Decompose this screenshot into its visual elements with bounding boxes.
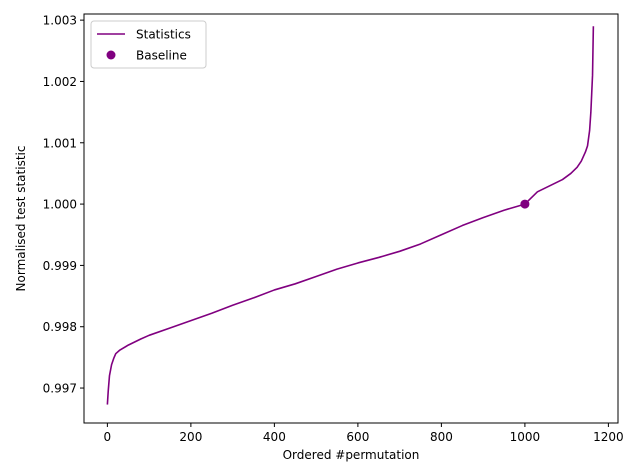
- y-tick-label: 0.997: [43, 382, 77, 396]
- y-tick-label: 1.001: [43, 136, 77, 150]
- y-axis: 0.997 0.998 0.999 1.000 1.001 1.002 1.003: [43, 14, 84, 396]
- legend-label-baseline: Baseline: [136, 49, 187, 63]
- x-tick-label: 400: [263, 430, 286, 444]
- y-tick-label: 0.998: [43, 320, 77, 334]
- legend-label-statistics: Statistics: [136, 28, 191, 42]
- y-tick-label: 1.002: [43, 75, 77, 89]
- baseline-series: [520, 199, 530, 209]
- series-line-statistics: [106, 26, 595, 405]
- x-tick-label: 600: [346, 430, 369, 444]
- legend-box: [90, 20, 207, 69]
- y-tick-label: 1.003: [43, 14, 77, 28]
- x-tick-label: 1200: [593, 430, 624, 444]
- x-axis-label: Ordered #permutation: [283, 448, 420, 462]
- plot-frame: [83, 13, 619, 424]
- x-tick-label: 1000: [510, 430, 541, 444]
- y-tick-label: 0.999: [43, 259, 77, 273]
- legend: Statistics Baseline: [90, 20, 207, 69]
- plot-background: [84, 14, 618, 423]
- y-tick-label: 1.000: [43, 198, 77, 212]
- baseline-point: [520, 199, 530, 209]
- legend-marker-icon: [106, 50, 116, 60]
- x-tick-label: 200: [179, 430, 202, 444]
- x-tick-label: 800: [430, 430, 453, 444]
- x-tick-label: 0: [104, 430, 112, 444]
- statistics-series: [106, 26, 595, 405]
- y-axis-label: Normalised test statistic: [14, 146, 28, 292]
- x-axis: 0 200 400 600 800 1000 1200: [104, 423, 624, 444]
